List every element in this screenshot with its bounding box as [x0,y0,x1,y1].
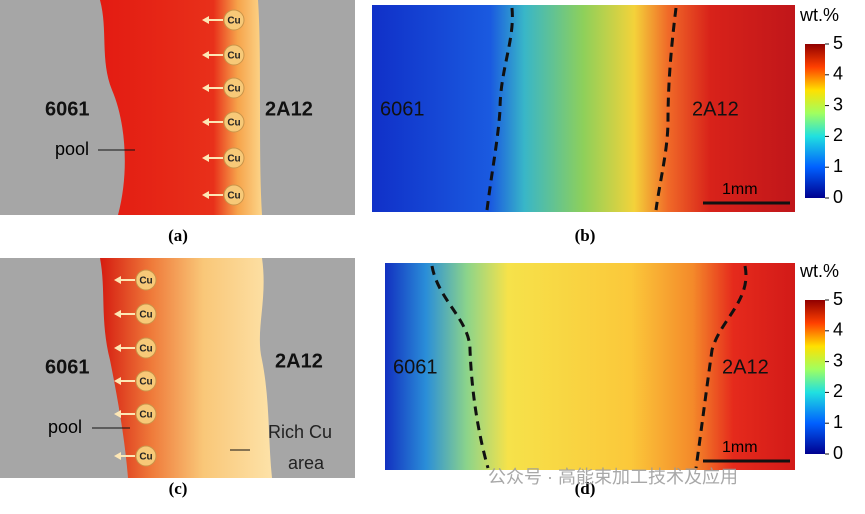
cu-label: Cu [139,377,152,388]
cu-markers: Cu Cu Cu Cu Cu Cu [114,269,157,467]
cu-particle [135,403,157,425]
panel-c: 6061 2A12 pool Rich Cu area Cu Cu Cu Cu Cu Cu [0,258,355,478]
colorbar-ramp [805,44,825,198]
arrow-head [202,16,209,24]
panel-a: 6061 2A12 pool Cu Cu Cu Cu Cu Cu [0,0,355,215]
panel-label: (d) [575,479,596,498]
alloy-label: 2A12 [692,98,739,120]
scale-label: 1mm [722,439,758,456]
cu-label: Cu [139,276,152,287]
arrow-head [202,191,209,199]
watermark: 公众号 · 高能束加工技术及应用 [488,467,738,487]
colorbar-tick-label: 3 [833,350,843,370]
colorbar-tick-label: 5 [833,33,843,53]
colorbar: 5 4 3 2 1 0 [805,289,843,463]
arrow-head [114,410,121,418]
boundary [694,265,748,469]
heatmap [385,263,795,470]
arrow-head [114,452,121,460]
cu-label: Cu [227,118,240,129]
cu-label: Cu [139,410,152,421]
cu-particle [223,9,245,31]
colorbar-title: wt.% [799,5,839,25]
cu-label: Cu [227,154,240,165]
colorbar-tick-label: 1 [833,156,843,176]
alloy-label: 6061 [45,98,90,120]
arrow-head [202,51,209,59]
alloy-label: 6061 [45,356,90,378]
heatmap [372,5,795,212]
boundary [430,265,490,469]
scale-label: 1mm [722,181,758,198]
cu-particle [223,184,245,206]
pool-label: pool [55,139,89,159]
alloy-label: 6061 [380,98,425,120]
boundary [485,7,514,211]
cu-label: Cu [227,84,240,95]
colorbar-tick-label: 5 [833,289,843,309]
cu-label: Cu [139,452,152,463]
cu-particle [223,44,245,66]
pool-label: pool [48,417,82,437]
alloy-label: 2A12 [275,350,323,372]
colorbar-ramp [805,300,825,454]
alloy-label: 6061 [393,356,438,378]
cu-particle [135,269,157,291]
pool-region [100,0,262,215]
rich-label: area [288,453,325,473]
arrow-head [114,310,121,318]
alloy-label: 2A12 [265,98,313,120]
panel-d: 6061 2A12 1mm wt.% 5 4 3 2 1 0 [385,261,843,470]
arrow-head [202,154,209,162]
panel-label: (b) [575,226,596,245]
colorbar-tick-label: 0 [833,187,843,207]
cu-label: Cu [227,16,240,27]
cu-particle [135,303,157,325]
colorbar-tick-label: 2 [833,381,843,401]
arrow-head [202,84,209,92]
cu-label: Cu [139,310,152,321]
rich-label: Rich Cu [268,422,332,442]
alloy-label: 2A12 [722,356,769,378]
cu-particle [223,147,245,169]
colorbar-tick-label: 3 [833,94,843,114]
colorbar-tick-label: 2 [833,125,843,145]
colorbar-tick-label: 4 [833,64,843,84]
arrow-head [114,377,121,385]
cu-particle [135,337,157,359]
arrow-head [202,118,209,126]
cu-label: Cu [227,51,240,62]
arrow-head [114,276,121,284]
colorbar: 5 4 3 2 1 0 [805,33,843,207]
colorbar-tick-label: 4 [833,320,843,340]
panel-label: (a) [168,226,188,245]
panel-label: (c) [169,479,188,498]
colorbar-tick-label: 1 [833,412,843,432]
cu-markers: Cu Cu Cu Cu Cu Cu [202,9,245,206]
cu-particle [223,111,245,133]
cu-label: Cu [227,191,240,202]
cu-particle [135,370,157,392]
panel-b: 6061 2A12 1mm wt.% 5 4 3 2 1 0 [372,5,843,212]
colorbar-title: wt.% [799,261,839,281]
arrow-head [114,344,121,352]
pool-region [100,258,272,478]
boundary [654,7,678,211]
cu-particle [223,77,245,99]
cu-label: Cu [139,344,152,355]
colorbar-tick-label: 0 [833,443,843,463]
cu-particle [135,445,157,467]
